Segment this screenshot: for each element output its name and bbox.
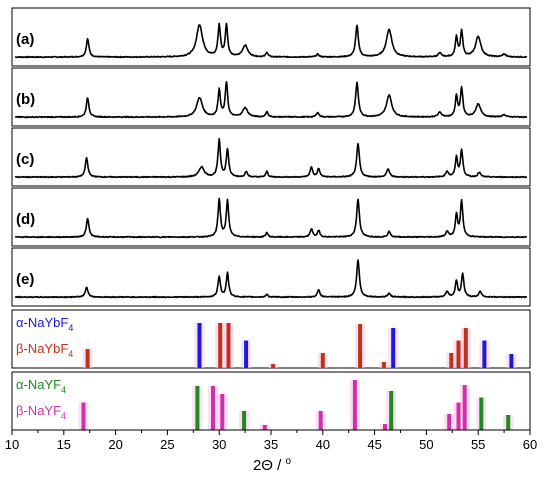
diffraction-trace (14, 197, 528, 239)
panel-frame (11, 247, 531, 307)
reference-bar (211, 386, 215, 430)
reference-bar (271, 364, 276, 368)
reference-bar (85, 349, 90, 368)
x-tick-label: 60 (523, 437, 537, 452)
reference-bar (449, 353, 454, 368)
x-tick-label: 40 (316, 437, 330, 452)
pattern-panel-4: (d) (11, 187, 531, 247)
x-tick-label: 20 (108, 437, 122, 452)
reference-label: α-NaYF4 (16, 377, 66, 395)
reference-bar (226, 323, 231, 368)
x-axis: 10 15 20 25 30 35 40 45 50 55 60 2Θ / o (5, 429, 537, 474)
reference-bar (220, 394, 225, 430)
reference-bar (456, 340, 461, 368)
reference-bar (391, 328, 396, 368)
panel-label: (b) (16, 91, 35, 108)
x-axis-title: 2Θ / o (253, 456, 292, 474)
x-tick-label: 50 (419, 437, 433, 452)
panel-label: (e) (16, 271, 34, 288)
panel-label: (d) (16, 211, 35, 228)
reference-bar (244, 340, 249, 368)
reference-bar (81, 402, 86, 430)
reference-bar (242, 411, 247, 430)
reference-bar (509, 354, 514, 368)
pattern-panel-2: (b) (11, 67, 531, 127)
panel-label: (a) (16, 31, 34, 48)
diffraction-trace (14, 81, 528, 119)
x-tick-label: 35 (264, 437, 278, 452)
reference-bar (381, 362, 386, 368)
x-tick-label: 30 (212, 437, 226, 452)
reference-bar (197, 323, 202, 368)
x-tick-label: 45 (367, 437, 381, 452)
panel-frame (11, 7, 531, 67)
diffraction-trace (14, 22, 528, 59)
x-tick-label: 15 (57, 437, 71, 452)
reference-bar (358, 324, 363, 368)
reference-label: α-NaYbF4 (16, 315, 73, 333)
pattern-panel-5: (e) (11, 247, 531, 307)
reference-bar (352, 380, 357, 430)
diffraction-trace (14, 137, 528, 179)
pattern-panel-1: (a) (11, 7, 531, 67)
reference-bar (262, 425, 267, 430)
reference-bar (456, 402, 461, 430)
reference-bar (389, 391, 394, 430)
reference-bar (463, 328, 468, 368)
reference-bar (506, 415, 511, 430)
diffraction-trace (14, 259, 528, 299)
reference-panel-1: α-NaYbF4 β-NaYbF4 (11, 309, 531, 369)
reference-label: β-NaYbF4 (16, 341, 73, 359)
reference-label: β-NaYF4 (16, 403, 66, 421)
reference-bar (318, 411, 323, 430)
reference-bar (195, 386, 200, 430)
reference-bar (462, 385, 467, 430)
pattern-panel-3: (c) (11, 127, 531, 187)
reference-bar (383, 424, 387, 430)
reference-bar (479, 397, 484, 430)
reference-bar (218, 323, 223, 368)
panel-label: (c) (16, 151, 34, 168)
x-tick-label: 55 (471, 437, 485, 452)
panel-frame (11, 67, 531, 127)
x-tick-label: 10 (5, 437, 19, 452)
x-tick-label: 25 (160, 437, 174, 452)
panel-frame (11, 127, 531, 187)
panel-frame (11, 187, 531, 247)
reference-panel-2: α-NaYF4 β-NaYF4 (11, 371, 531, 431)
reference-bar (447, 414, 452, 430)
reference-bar (320, 353, 325, 368)
reference-bar (482, 340, 487, 368)
